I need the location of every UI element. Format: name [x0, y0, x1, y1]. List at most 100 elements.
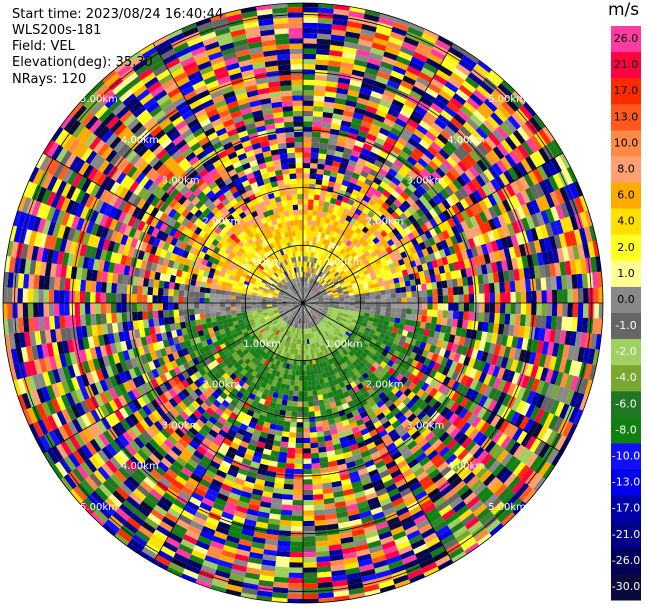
range-gate: [313, 304, 319, 307]
range-gate: [294, 458, 303, 464]
range-gate: [318, 298, 324, 301]
range-gate: [297, 396, 303, 402]
range-gate: [290, 379, 295, 386]
range-gate: [407, 137, 419, 148]
range-gate: [316, 293, 322, 297]
range-gate: [359, 254, 366, 261]
range-gate: [549, 221, 559, 236]
range-gate: [315, 252, 319, 259]
range-gate: [504, 136, 518, 151]
range-gate: [331, 192, 339, 200]
range-gate: [377, 277, 384, 283]
range-gate: [334, 304, 340, 307]
range-gate: [303, 121, 313, 127]
range-gate: [545, 430, 558, 446]
range-gate: [420, 153, 432, 165]
range-gate: [401, 297, 407, 303]
range-gate: [319, 254, 325, 261]
range-gate: [479, 421, 491, 435]
range-gate: [321, 179, 329, 187]
range-gate: [303, 427, 310, 433]
range-gate: [515, 232, 524, 246]
range-gate: [303, 370, 307, 376]
range-gate: [490, 414, 501, 428]
range-gate: [378, 267, 386, 274]
range-gate: [304, 293, 307, 299]
range-gate: [374, 340, 382, 348]
range-gate: [442, 376, 451, 387]
range-gate: [497, 214, 507, 227]
range-gate: [346, 317, 353, 322]
range-gate: [388, 75, 403, 85]
range-gate: [316, 426, 324, 433]
range-gate: [441, 229, 450, 240]
range-gate: [363, 316, 369, 321]
range-gate: [538, 129, 552, 145]
range-gate: [409, 114, 422, 125]
range-gate: [334, 227, 341, 234]
range-gate: [407, 205, 416, 215]
range-gate: [311, 293, 316, 297]
range-gate: [311, 463, 321, 469]
range-gate: [437, 310, 443, 318]
range-gate: [364, 339, 371, 346]
range-gate: [441, 199, 452, 210]
range-gate: [371, 164, 381, 173]
range-gate: [479, 171, 491, 185]
range-gate: [395, 307, 402, 314]
range-gate: [355, 241, 362, 248]
range-gate: [288, 432, 297, 438]
range-gate: [304, 292, 306, 298]
range-gate: [319, 142, 329, 150]
range-gate: [426, 261, 434, 270]
range-gate: [360, 82, 374, 91]
range-gate: [375, 109, 388, 118]
range-gate: [552, 417, 564, 433]
range-gate: [303, 7, 319, 13]
range-gate: [306, 295, 311, 300]
range-gate: [533, 352, 542, 367]
range-gate: [433, 225, 442, 235]
range-gate: [321, 211, 328, 218]
range-gate: [555, 386, 565, 402]
range-gate: [424, 201, 434, 212]
range-gate: [435, 69, 451, 81]
range-gate: [317, 163, 325, 170]
range-gate: [401, 269, 409, 277]
range-gate: [274, 571, 289, 578]
range-gate: [309, 272, 313, 279]
range-gate: [339, 298, 345, 302]
range-gate: [480, 243, 489, 255]
range-gate: [438, 347, 447, 357]
range-gate: [312, 473, 322, 480]
range-gate: [411, 385, 421, 395]
range-gate: [318, 7, 334, 14]
range-gate: [315, 311, 321, 316]
range-gate: [445, 325, 452, 335]
range-gate: [559, 186, 570, 203]
range-gate: [303, 422, 310, 428]
range-gate: [328, 273, 334, 279]
range-gate: [387, 238, 395, 247]
range-gate: [391, 177, 401, 186]
range-gate: [303, 489, 314, 496]
range-gate: [295, 448, 303, 454]
range-gate: [518, 325, 525, 338]
range-gate: [544, 397, 556, 413]
range-gate: [315, 289, 320, 294]
range-gate: [370, 325, 378, 331]
range-gate: [392, 65, 407, 76]
range-gate: [303, 245, 306, 252]
range-gate: [292, 500, 303, 506]
range-gate: [309, 421, 316, 428]
range-gate: [473, 284, 480, 294]
range-gate: [341, 264, 348, 271]
range-gate: [342, 288, 349, 293]
range-gate: [424, 254, 432, 263]
range-gate: [373, 318, 380, 324]
range-gate: [458, 354, 466, 365]
range-gate: [294, 375, 300, 381]
range-gate: [410, 314, 417, 321]
range-gate: [582, 242, 591, 259]
range-gate: [303, 256, 306, 262]
